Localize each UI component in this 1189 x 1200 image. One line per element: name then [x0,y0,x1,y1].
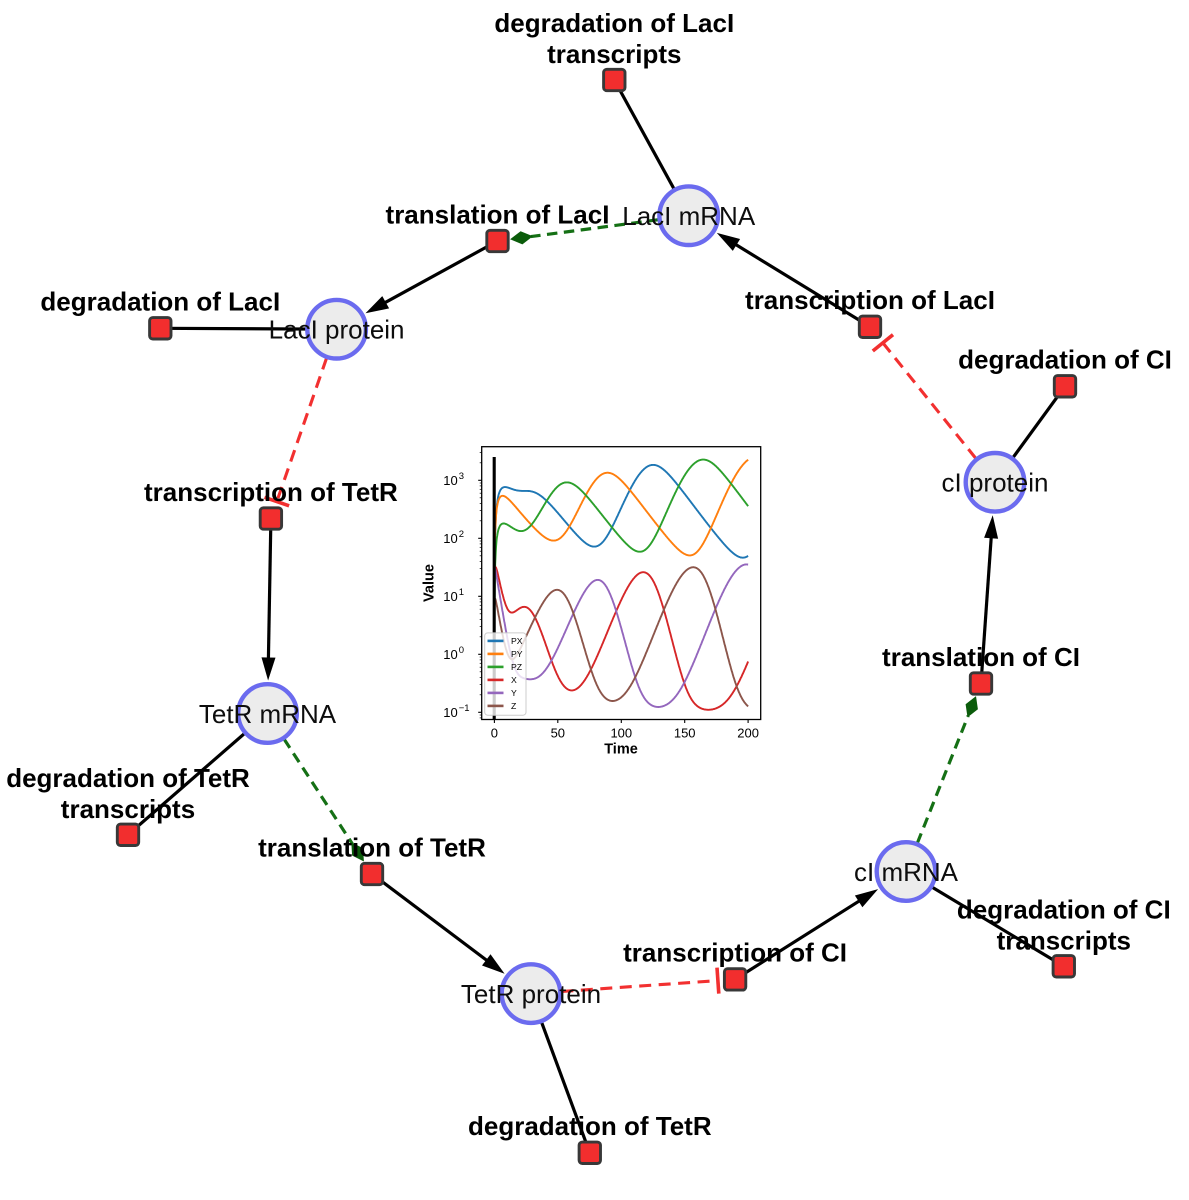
svg-text:degradation of TetR: degradation of TetR [468,1111,712,1141]
svg-text:degradation of TetR: degradation of TetR [6,763,250,793]
svg-text:PZ: PZ [511,662,523,672]
svg-text:0: 0 [459,645,464,656]
svg-text:200: 200 [737,726,759,741]
svg-text:10: 10 [443,531,457,546]
svg-text:TetR protein: TetR protein [461,979,601,1009]
svg-text:LacI mRNA: LacI mRNA [622,201,756,231]
svg-text:Time: Time [604,742,638,758]
svg-text:150: 150 [674,726,696,741]
svg-text:transcription of CI: transcription of CI [623,938,847,968]
svg-text:LacI protein: LacI protein [269,315,405,345]
svg-text:degradation of CI: degradation of CI [958,345,1172,375]
svg-text:10: 10 [443,705,457,720]
svg-text:PX: PX [511,636,523,646]
svg-text:transcripts: transcripts [547,39,681,69]
svg-text:3: 3 [459,471,464,482]
svg-text:Y: Y [511,688,517,698]
svg-text:cI mRNA: cI mRNA [854,857,959,887]
svg-text:50: 50 [551,726,565,741]
svg-text:translation of CI: translation of CI [882,642,1080,672]
svg-text:−1: −1 [459,703,470,714]
svg-text:transcription of LacI: transcription of LacI [745,285,995,315]
svg-text:cI protein: cI protein [942,468,1049,498]
svg-text:0: 0 [491,726,498,741]
svg-text:degradation of LacI: degradation of LacI [40,287,280,317]
svg-text:degradation of LacI: degradation of LacI [494,8,734,38]
svg-text:10: 10 [443,647,457,662]
svg-text:TetR mRNA: TetR mRNA [199,699,337,729]
svg-text:2: 2 [459,529,464,540]
svg-text:PY: PY [511,649,523,659]
svg-text:translation of LacI: translation of LacI [386,199,610,229]
svg-text:1: 1 [459,587,464,598]
svg-text:Z: Z [511,701,517,711]
svg-text:transcripts: transcripts [997,925,1131,955]
svg-text:translation of TetR: translation of TetR [258,832,486,862]
svg-text:transcripts: transcripts [61,794,195,824]
svg-text:degradation of CI: degradation of CI [957,894,1171,924]
svg-text:X: X [511,675,517,685]
svg-text:transcription of TetR: transcription of TetR [144,477,398,507]
svg-text:Value: Value [422,564,438,602]
svg-text:10: 10 [443,473,457,488]
svg-text:100: 100 [610,726,632,741]
svg-text:10: 10 [443,589,457,604]
